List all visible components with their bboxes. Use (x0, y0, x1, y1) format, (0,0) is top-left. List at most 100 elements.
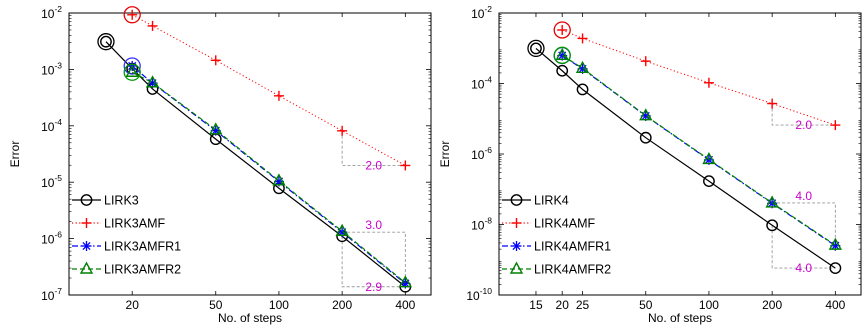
first-point-ring (553, 46, 571, 64)
series-line (562, 29, 836, 126)
data-point (556, 64, 569, 77)
series-lirk3amfr2 (123, 63, 413, 288)
data-point (575, 60, 590, 73)
data-point (767, 98, 778, 109)
y-tick-label: 10-4 (41, 117, 62, 134)
slope-label: 2.0 (795, 118, 812, 132)
x-tick-label: 25 (576, 298, 590, 312)
series-lirk4 (527, 39, 842, 274)
legend-marker (511, 218, 522, 228)
legend-label: LIRK4AMFR2 (534, 263, 611, 277)
y-tick-label: 10-2 (41, 4, 62, 21)
series-lirk4amfr1 (553, 46, 841, 251)
slope-annotation: 3.0 (342, 218, 406, 284)
data-point (272, 173, 286, 186)
data-point (577, 33, 588, 44)
x-tick-label: 400 (825, 298, 845, 312)
right-convergence-plot: 15 20 25 50 100 200 400 10-10 10-8 10-6 10-4 10-2 No… (438, 4, 862, 325)
x-tick-label: 400 (395, 298, 415, 312)
data-point (147, 20, 158, 31)
data-point (145, 75, 160, 88)
slope-annotation: 2.0 (341, 130, 406, 172)
data-point (210, 55, 221, 66)
data-point (828, 237, 843, 250)
data-point (273, 90, 284, 101)
data-point (703, 175, 715, 188)
data-point (398, 275, 413, 288)
y-tick-label: 10-4 (471, 75, 492, 92)
data-point (335, 223, 349, 236)
series-line (561, 54, 836, 246)
series-line (561, 55, 836, 247)
x-tick-label: 50 (209, 298, 223, 312)
data-point (639, 108, 653, 121)
data-point (557, 24, 568, 35)
slope-guide (772, 202, 836, 246)
data-point (125, 64, 139, 77)
data-point (765, 195, 779, 208)
series-lirk3amf (123, 6, 411, 171)
left-convergence-plot: 20 50 100 200 400 10-7 10-6 10-5 10-4 10-3 10-2 No.… (8, 4, 432, 325)
series-line (131, 71, 406, 284)
first-point-ring (97, 33, 115, 51)
x-axis-label: No. of steps (218, 311, 282, 325)
legend-marker (509, 261, 524, 274)
slope-guide (341, 236, 406, 288)
x-tick-label: 200 (332, 298, 352, 312)
data-point (100, 35, 112, 48)
legend-label: LIRK4AMFR1 (534, 240, 611, 254)
legend-label: LIRK3 (104, 194, 139, 208)
y-tick-label: 10-8 (471, 216, 492, 233)
x-tick-label: 20 (556, 298, 570, 312)
legend-marker (510, 194, 523, 206)
data-point (766, 219, 779, 232)
slope-annotation: 4.0 (771, 225, 836, 275)
data-point (337, 125, 348, 136)
legend: LIRK3 LIRK3AMF LIRK3AMFR1 LIRK3AMFR2 (72, 194, 181, 277)
slope-label: 3.0 (365, 218, 382, 232)
slope-label: 4.0 (795, 189, 812, 203)
slope-guide (771, 103, 836, 126)
first-point-ring (123, 57, 141, 75)
y-tick-label: 10-6 (471, 145, 492, 162)
data-point (576, 83, 589, 96)
x-tick-label: 20 (126, 298, 140, 312)
slope-guide (342, 231, 406, 284)
y-tick-label: 10-3 (41, 60, 62, 77)
data-point (703, 77, 714, 88)
data-point (702, 152, 716, 165)
legend-marker (81, 218, 92, 228)
data-point (639, 131, 652, 144)
legend-marker (79, 261, 94, 274)
data-point (830, 120, 841, 131)
x-axis-label: No. of steps (648, 311, 712, 325)
x-tick-label: 15 (529, 298, 543, 312)
series-line (535, 47, 836, 269)
legend-marker (81, 241, 92, 251)
y-tick-label: 10-10 (466, 286, 492, 303)
y-tick-label: 10-7 (41, 286, 62, 303)
legend-label: LIRK3AMF (104, 217, 165, 231)
data-point (530, 42, 542, 55)
first-point-ring (527, 39, 545, 58)
data-point (555, 47, 569, 61)
slope-annotation: 2.9 (341, 236, 406, 294)
x-tick-label: 100 (699, 298, 719, 312)
data-point (640, 56, 651, 67)
legend-marker (80, 194, 93, 206)
series-line (131, 14, 406, 166)
y-tick-label: 10-5 (41, 173, 62, 190)
legend-label: LIRK3AMFR1 (104, 240, 181, 254)
slope-guide (771, 225, 836, 269)
slope-label: 2.0 (365, 158, 382, 172)
legend-label: LIRK4AMF (534, 217, 595, 231)
x-tick-label: 100 (269, 298, 289, 312)
data-point (127, 9, 138, 20)
first-point-ring (553, 21, 571, 39)
data-point (400, 160, 411, 171)
slope-label: 4.0 (795, 261, 812, 275)
y-axis-label: Error (438, 141, 452, 168)
first-point-ring (123, 6, 141, 24)
legend-label: LIRK4 (534, 194, 569, 208)
slope-guide (341, 130, 406, 166)
